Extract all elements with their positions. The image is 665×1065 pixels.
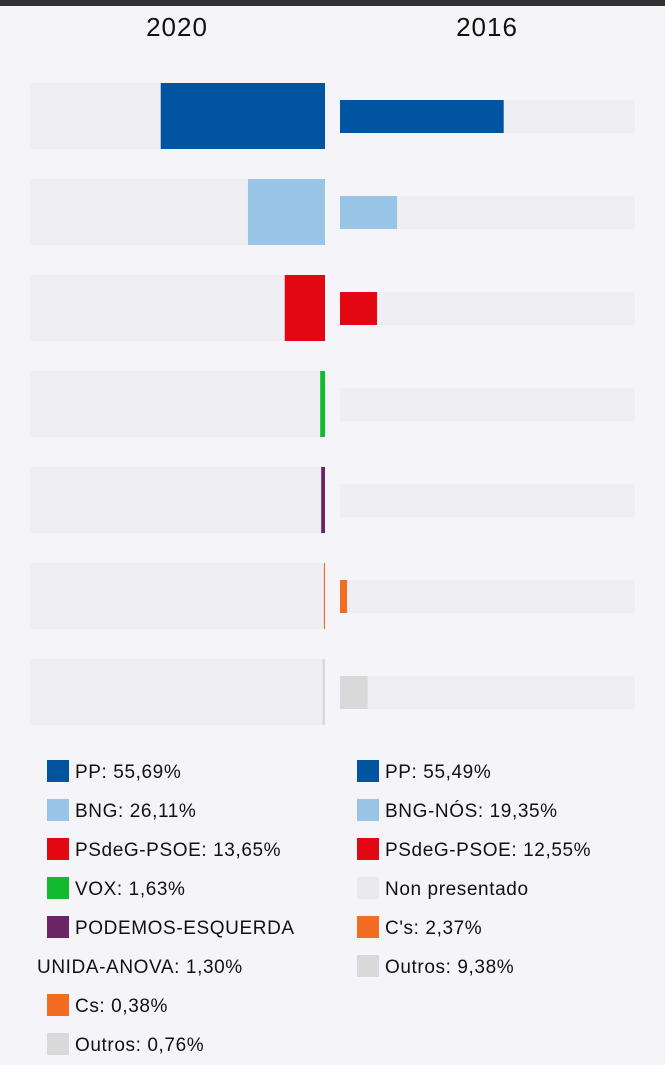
legend-label: C's: 2,37% <box>385 918 483 939</box>
legend-label: Outros: 0,76% <box>75 1035 205 1056</box>
legend-swatch <box>47 838 69 860</box>
legend-swatch <box>357 877 379 899</box>
legend-item: PP: 55,49% <box>347 753 647 792</box>
legend-item: BNG: 26,11% <box>37 792 322 831</box>
bar-track <box>30 467 325 533</box>
bar-track <box>30 563 325 629</box>
legend-label: PP: 55,69% <box>75 762 182 783</box>
legend-item: PSdeG-PSOE: 13,65% <box>37 831 322 870</box>
bar-track <box>30 659 325 725</box>
legend-swatch <box>47 877 69 899</box>
bar <box>340 580 347 613</box>
bar <box>322 659 325 725</box>
legend-item: PP: 55,69% <box>37 753 322 792</box>
legend-swatch <box>47 916 69 938</box>
bar <box>320 371 325 437</box>
bar <box>340 196 398 229</box>
bar-track <box>340 676 635 709</box>
legend-item: VOX: 1,63% <box>37 870 322 909</box>
bar <box>323 563 325 629</box>
legend-item: Cs: 0,38% <box>37 987 322 1026</box>
legend-swatch <box>47 994 69 1016</box>
bar <box>160 83 325 149</box>
bar <box>340 292 378 325</box>
legend-item: BNG-NÓS: 19,35% <box>347 792 647 831</box>
bar <box>321 467 325 533</box>
legend-label: PSdeG-PSOE: 13,65% <box>75 840 282 861</box>
top-bar <box>0 0 665 6</box>
legend-label: VOX: 1,63% <box>75 879 186 900</box>
legend-swatch <box>47 799 69 821</box>
bar <box>340 676 368 709</box>
bar-track <box>340 388 635 421</box>
legend-label: PSdeG-PSOE: 12,55% <box>385 840 592 861</box>
legend-item: Outros: 9,38% <box>347 948 647 987</box>
bar <box>247 179 325 245</box>
legend-swatch <box>357 799 379 821</box>
chart: 2020 2016 <box>30 11 635 725</box>
legend-label: PODEMOS-ESQUERDA UNIDA-ANOVA: 1,30% <box>37 918 294 978</box>
bar-track <box>30 371 325 437</box>
bar <box>284 275 325 341</box>
legend-label: BNG-NÓS: 19,35% <box>385 801 558 822</box>
legend: PP: 55,49% BNG-NÓS: 19,35% PSdeG-PSOE: 12,… <box>347 753 647 987</box>
legend-swatch <box>357 838 379 860</box>
bar-track <box>30 275 325 341</box>
bar-track <box>340 484 635 517</box>
legend-item: PODEMOS-ESQUERDA UNIDA-ANOVA: 1,30% <box>37 909 322 987</box>
bar <box>340 100 504 133</box>
legend-label: Cs: 0,38% <box>75 996 169 1017</box>
legend-swatch <box>47 760 69 782</box>
chart-title: 2020 <box>146 12 208 42</box>
legend-item: PSdeG-PSOE: 12,55% <box>347 831 647 870</box>
bar-track <box>340 580 635 613</box>
legend-item: Non presentado <box>347 870 647 909</box>
chart-title: 2016 <box>456 12 518 42</box>
legend-label: Non presentado <box>385 879 529 900</box>
legend-item: Outros: 0,76% <box>37 1026 322 1065</box>
legend-label: Outros: 9,38% <box>385 957 515 978</box>
legend-swatch <box>357 916 379 938</box>
legend-swatch <box>47 1033 69 1055</box>
legend-swatch <box>357 955 379 977</box>
bar-track <box>340 292 635 325</box>
legend-swatch <box>357 760 379 782</box>
legend-label: BNG: 26,11% <box>75 801 197 822</box>
legend-label: PP: 55,49% <box>385 762 492 783</box>
legend-item: C's: 2,37% <box>347 909 647 948</box>
legend: PP: 55,69% BNG: 26,11% PSdeG-PSOE: 13,65% V… <box>37 753 322 1065</box>
